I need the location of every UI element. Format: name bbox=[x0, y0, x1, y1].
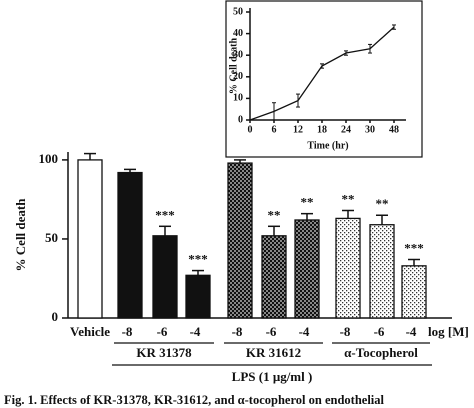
y-tick-label: 0 bbox=[238, 114, 243, 125]
x-tick-label: -4 bbox=[190, 324, 201, 339]
bar bbox=[401, 265, 427, 319]
x-tick-label: -8 bbox=[122, 324, 133, 339]
y-tick-label: 20 bbox=[233, 71, 243, 82]
bar bbox=[152, 235, 178, 319]
x-tick-label: -8 bbox=[232, 324, 243, 339]
caption: Fig. 1. Effects of KR-31378, KR-31612, a… bbox=[4, 393, 385, 407]
bar bbox=[227, 162, 253, 319]
significance: *** bbox=[188, 252, 208, 267]
inset-frame bbox=[225, 0, 423, 158]
y-tick-label: 50 bbox=[45, 230, 58, 245]
y-tick-label: 30 bbox=[233, 49, 243, 60]
y-axis-label: % Cell death bbox=[13, 198, 28, 272]
data-line bbox=[249, 26, 395, 121]
x-tick-label: 18 bbox=[317, 124, 327, 135]
group-label: KR 31612 bbox=[246, 345, 301, 360]
x-axis-label: Time (hr) bbox=[307, 140, 348, 151]
group-label: KR 31378 bbox=[136, 345, 192, 360]
y-tick-label: 100 bbox=[39, 151, 59, 166]
bar bbox=[261, 235, 287, 319]
significance: *** bbox=[404, 240, 424, 255]
x-tick-label: -6 bbox=[266, 324, 277, 339]
significance: *** bbox=[155, 207, 175, 222]
x-tick-label: 12 bbox=[293, 124, 303, 135]
x-tick-label: 0 bbox=[248, 124, 253, 135]
x-tick-label: 6 bbox=[272, 124, 277, 135]
bar bbox=[117, 171, 143, 319]
x-tick-label: 48 bbox=[389, 124, 399, 135]
x-tick-label: Vehicle bbox=[70, 324, 110, 339]
x-tick-label: -4 bbox=[299, 324, 310, 339]
y-axis-label: % Cell death bbox=[228, 38, 239, 95]
bar bbox=[369, 224, 395, 319]
x-tick-label: 24 bbox=[341, 124, 351, 135]
bar bbox=[335, 217, 361, 319]
x-tick-label: 30 bbox=[365, 124, 375, 135]
y-tick-label: 40 bbox=[233, 28, 243, 39]
group-label: α-Tocopherol bbox=[344, 345, 418, 360]
x-tick-label: -8 bbox=[340, 324, 351, 339]
bar bbox=[185, 274, 211, 319]
bar bbox=[77, 159, 103, 319]
y-tick-label: 10 bbox=[233, 93, 243, 104]
y-tick-label: 50 bbox=[233, 6, 243, 17]
x-tick-label: -4 bbox=[406, 324, 417, 339]
significance: ** bbox=[301, 195, 314, 210]
y-tick-label: 0 bbox=[52, 309, 59, 324]
x-axis-label: LPS (1 μg/ml ) bbox=[232, 369, 313, 384]
bar bbox=[294, 219, 320, 319]
x-tick-label: -6 bbox=[157, 324, 168, 339]
significance: ** bbox=[342, 191, 355, 206]
x-tick-label: -6 bbox=[374, 324, 385, 339]
significance: ** bbox=[376, 196, 389, 211]
significance: ** bbox=[268, 207, 281, 222]
x-unit-label: log [M] bbox=[428, 324, 469, 339]
